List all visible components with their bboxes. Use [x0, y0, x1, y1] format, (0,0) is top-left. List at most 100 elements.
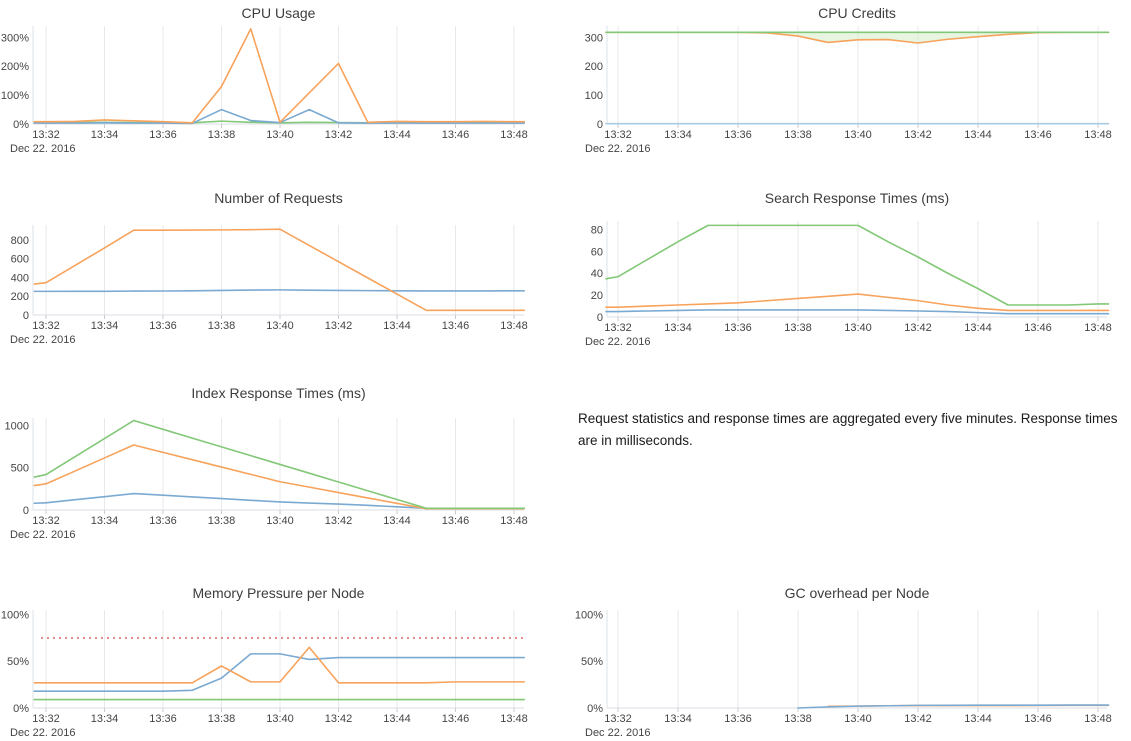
- date-label: Dec 22. 2016: [585, 336, 650, 348]
- x-tick-label: 13:40: [844, 713, 872, 725]
- y-tick-label: 20: [591, 290, 603, 302]
- x-tick-label: 13:40: [266, 320, 294, 332]
- x-tick-label: 13:46: [1024, 713, 1052, 725]
- x-tick-label: 13:40: [266, 515, 294, 527]
- x-tick-label: 13:42: [325, 713, 353, 725]
- x-tick-label: 13:32: [604, 322, 632, 334]
- x-tick-label: 13:40: [844, 322, 872, 334]
- x-tick-label: 13:44: [964, 322, 992, 334]
- y-tick-label: 200: [11, 291, 29, 303]
- y-tick-label: 0%: [587, 703, 603, 715]
- x-tick-label: 13:36: [724, 129, 752, 141]
- chart-cpu-credits[interactable]: 13:32 13:34 13:36 13:38 13:40 13:42 13:44 13:46…: [565, 0, 1131, 160]
- x-tick-label: 13:32: [32, 713, 60, 725]
- x-tick-label: 13:36: [724, 322, 752, 334]
- x-tick-label: 13:34: [91, 515, 119, 527]
- date-label: Dec 22. 2016: [10, 529, 75, 541]
- x-tick-label: 13:44: [383, 129, 411, 141]
- x-tick-label: 13:46: [442, 320, 470, 332]
- y-tick-label: 80: [591, 225, 603, 237]
- x-tick-label: 13:42: [325, 320, 353, 332]
- x-tick-label: 13:40: [844, 129, 872, 141]
- x-tick-label: 13:42: [325, 515, 353, 527]
- x-tick-label: 13:42: [325, 129, 353, 141]
- x-tick-label: 13:34: [91, 129, 119, 141]
- series-blue: [797, 704, 1110, 709]
- requests-title: Number of Requests: [214, 190, 342, 206]
- y-tick-label: 50%: [7, 656, 29, 668]
- x-tick-label: 13:46: [1024, 129, 1052, 141]
- x-tick-label: 13:38: [784, 322, 812, 334]
- series-orange: [33, 444, 526, 510]
- x-tick-label: 13:32: [604, 713, 632, 725]
- x-tick-label: 13:34: [664, 713, 692, 725]
- series-blue: [605, 309, 1110, 315]
- series-blue: [33, 289, 526, 293]
- x-tick-label: 13:36: [149, 320, 177, 332]
- x-tick-label: 13:32: [32, 320, 60, 332]
- x-tick-label: 13:38: [208, 713, 236, 725]
- date-label: Dec 22. 2016: [585, 143, 650, 155]
- y-tick-label: 200%: [1, 61, 29, 73]
- search-rt-canvas: 13:32 13:34 13:36 13:38 13:40 13:42 13:44 13:46…: [585, 190, 1112, 348]
- search-rt-title: Search Response Times (ms): [765, 190, 949, 206]
- y-tick-label: 600: [11, 254, 29, 266]
- x-tick-label: 13:38: [208, 129, 236, 141]
- x-tick-label: 13:44: [964, 129, 992, 141]
- x-tick-label: 13:34: [91, 713, 119, 725]
- x-tick-label: 13:48: [1084, 322, 1112, 334]
- x-tick-label: 13:36: [149, 515, 177, 527]
- aggregation-note: Request statistics and response times ar…: [578, 411, 1118, 448]
- y-tick-label: 40: [591, 268, 603, 280]
- y-tick-label: 0: [23, 310, 29, 322]
- series-orange: [33, 28, 526, 124]
- x-tick-label: 13:48: [500, 515, 528, 527]
- cpu-credits-title: CPU Credits: [818, 5, 896, 21]
- y-tick-label: 100%: [1, 610, 29, 622]
- gc-title: GC overhead per Node: [785, 585, 930, 601]
- x-tick-label: 13:46: [1024, 322, 1052, 334]
- chart-memory[interactable]: 13:32 13:34 13:36 13:38 13:40 13:42 13:44 13:46…: [0, 580, 565, 741]
- series-orange: [33, 228, 526, 312]
- y-tick-label: 100%: [1, 90, 29, 102]
- x-tick-label: 13:44: [964, 713, 992, 725]
- x-tick-label: 13:38: [784, 129, 812, 141]
- y-tick-label: 1000: [5, 420, 29, 432]
- series-orange: [33, 646, 526, 684]
- x-tick-label: 13:48: [500, 129, 528, 141]
- y-tick-label: 300%: [1, 32, 29, 44]
- y-tick-label: 0: [597, 119, 603, 131]
- x-tick-label: 13:32: [32, 515, 60, 527]
- index-rt-title: Index Response Times (ms): [191, 385, 365, 401]
- series-blue: [33, 492, 526, 510]
- x-tick-label: 13:48: [1084, 129, 1112, 141]
- y-tick-label: 100: [585, 90, 603, 102]
- x-tick-label: 13:46: [442, 129, 470, 141]
- y-tick-label: 300: [585, 32, 603, 44]
- chart-index-rt[interactable]: 13:32 13:34 13:36 13:38 13:40 13:42 13:44 13:46…: [0, 380, 565, 550]
- x-tick-label: 13:44: [383, 320, 411, 332]
- x-tick-label: 13:38: [208, 320, 236, 332]
- chart-requests[interactable]: 13:32 13:34 13:36 13:38 13:40 13:42 13:44 13:46…: [0, 185, 565, 350]
- chart-gc[interactable]: 13:32 13:34 13:36 13:38 13:40 13:42 13:44 13:46…: [565, 580, 1131, 741]
- date-label: Dec 22. 2016: [10, 143, 75, 155]
- y-tick-label: 800: [11, 235, 29, 247]
- x-tick-label: 13:38: [208, 515, 236, 527]
- chart-cpu-usage[interactable]: 13:32 13:34 13:36 13:38 13:40 13:42 13:44 13:46…: [0, 0, 565, 160]
- x-tick-label: 13:48: [1084, 713, 1112, 725]
- cpu-usage-canvas: 13:32 13:34 13:36 13:38 13:40 13:42 13:44 13:46…: [1, 5, 528, 155]
- x-tick-label: 13:42: [904, 713, 932, 725]
- index-rt-canvas: 13:32 13:34 13:36 13:38 13:40 13:42 13:44 13:46…: [5, 385, 528, 541]
- x-tick-label: 13:42: [904, 129, 932, 141]
- date-label: Dec 22. 2016: [10, 334, 75, 346]
- x-tick-label: 13:40: [266, 713, 294, 725]
- x-tick-label: 13:34: [664, 322, 692, 334]
- x-tick-label: 13:44: [383, 713, 411, 725]
- date-label: Dec 22. 2016: [10, 727, 75, 739]
- chart-search-rt[interactable]: 13:32 13:34 13:36 13:38 13:40 13:42 13:44 13:46…: [565, 185, 1131, 350]
- y-tick-label: 100%: [575, 610, 603, 622]
- x-tick-label: 13:36: [149, 713, 177, 725]
- x-tick-label: 13:48: [500, 320, 528, 332]
- memory-title: Memory Pressure per Node: [193, 585, 365, 601]
